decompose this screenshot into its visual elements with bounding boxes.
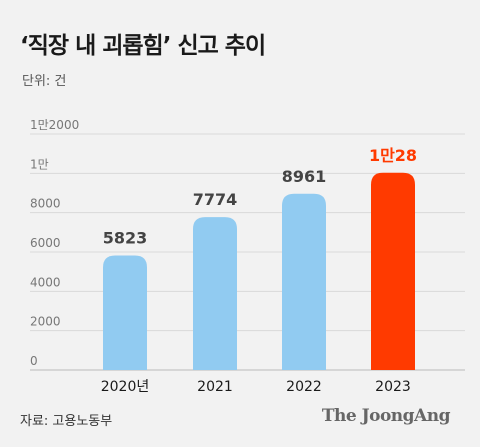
y-tick-label: 8000 xyxy=(30,197,61,211)
bar xyxy=(371,172,415,370)
data-label: 5823 xyxy=(103,228,148,247)
data-label: 7774 xyxy=(193,190,238,209)
y-tick-label: 0 xyxy=(30,354,38,368)
bar xyxy=(103,255,147,370)
data-label: 8961 xyxy=(282,167,327,186)
bar xyxy=(193,217,237,370)
y-tick-label: 1만 xyxy=(30,157,49,171)
y-tick-label: 2000 xyxy=(30,315,61,329)
brand-logo: The JoongAng xyxy=(321,406,451,426)
bar xyxy=(282,193,326,370)
unit-label: 단위: 건 xyxy=(22,74,67,89)
data-label: 1만28 xyxy=(369,146,417,165)
x-tick-label: 2020년 xyxy=(101,379,150,395)
source-note: 자료: 고용노동부 xyxy=(20,414,113,429)
x-tick-label: 2023 xyxy=(375,379,411,395)
y-tick-label: 4000 xyxy=(30,275,61,289)
x-tick-label: 2021 xyxy=(197,379,233,395)
x-tick-label: 2022 xyxy=(286,379,322,395)
y-tick-label: 1만2000 xyxy=(30,118,79,132)
y-tick-label: 6000 xyxy=(30,236,61,250)
chart-title: ‘직장 내 괴롭힘’ 신고 추이 xyxy=(20,33,266,59)
